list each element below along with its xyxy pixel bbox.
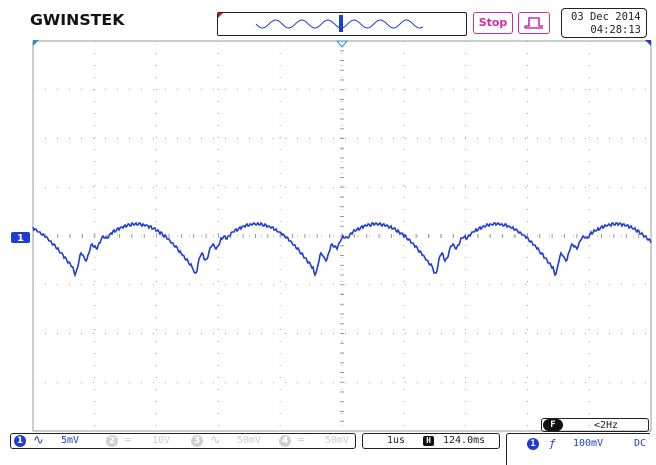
dc-coupling-icon: ═ xyxy=(298,435,305,446)
channel-2-badge[interactable]: 2 xyxy=(106,435,118,447)
ac-coupling-icon: ∿ xyxy=(33,433,44,448)
trigger-coupling: DC xyxy=(634,438,647,449)
memory-overview-waveform xyxy=(218,13,424,32)
frequency-label: F xyxy=(543,419,563,431)
channel-2-scale[interactable]: 10V xyxy=(152,435,171,446)
brand-logo: GWINSTEK xyxy=(30,11,125,29)
frequency-value: <2Hz xyxy=(594,420,619,431)
channel-3-badge[interactable]: 3 xyxy=(191,435,203,447)
channel-4-scale[interactable]: 50mV xyxy=(325,435,350,446)
timebase-scale[interactable]: 1us xyxy=(387,435,406,446)
pulse-trigger-icon[interactable] xyxy=(518,12,550,34)
memory-overview-bar[interactable] xyxy=(217,12,467,36)
channel-1-waveform xyxy=(32,221,652,278)
horizontal-position-icon: H xyxy=(423,436,434,446)
channel-1-badge[interactable]: 1 xyxy=(14,435,26,447)
date: 03 Dec 2014 xyxy=(571,11,641,23)
left-top-marker xyxy=(33,40,39,46)
channel-scale-bar: 1 ∿ 5mV 2 ═ 10V 3 ∿ 50mV 4 ═ 50mV xyxy=(10,433,356,449)
timebase-box[interactable]: 1us H 124.0ms xyxy=(362,433,500,449)
time: 04:28:13 xyxy=(590,24,641,36)
run-stop-button[interactable]: Stop xyxy=(473,12,513,34)
ac-coupling-icon: ∿ xyxy=(210,433,221,448)
trigger-level: 100mV xyxy=(573,438,604,449)
channel-3-scale[interactable]: 50mV xyxy=(237,435,262,446)
date-time-display: 03 Dec 2014 04:28:13 xyxy=(561,8,647,38)
right-top-marker xyxy=(645,40,651,46)
graticule xyxy=(32,40,652,432)
trigger-position-marker xyxy=(335,40,349,48)
channel-4-badge[interactable]: 4 xyxy=(279,435,291,447)
dc-coupling-icon: ═ xyxy=(125,435,132,446)
channel-1-scale[interactable]: 5mV xyxy=(61,435,80,446)
trigger-info[interactable]: 1 ƒ 100mV DC xyxy=(506,433,650,465)
channel-1-marker: 1 xyxy=(11,232,30,244)
frequency-counter: F <2Hz xyxy=(541,418,649,432)
view-window-marker xyxy=(339,15,343,32)
horizontal-position[interactable]: 124.0ms xyxy=(443,435,486,446)
channel-1-marker-label: 1 xyxy=(17,233,24,244)
trigger-source-badge: 1 xyxy=(527,438,539,450)
rising-edge-icon: ƒ xyxy=(549,437,556,450)
